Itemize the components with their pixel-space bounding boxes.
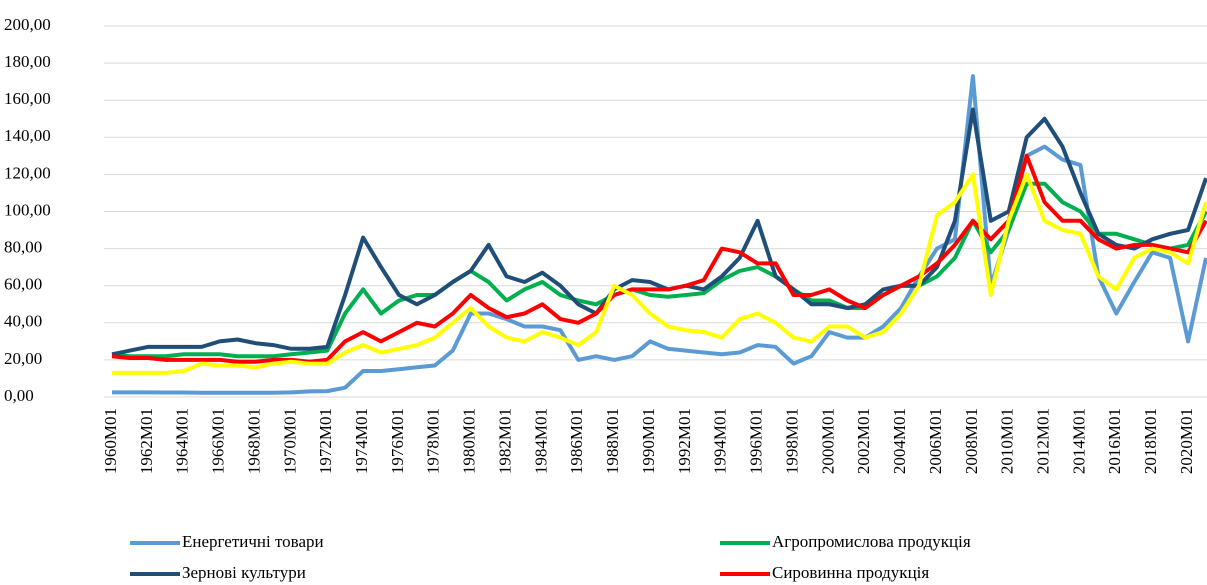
- x-tick-label: 1998M01: [782, 408, 801, 474]
- x-tick-label: 1978M01: [424, 408, 443, 474]
- legend-label: Сировинна продукція: [772, 563, 929, 582]
- legend-label: Зернові культури: [182, 563, 306, 582]
- x-tick-label: 1986M01: [567, 408, 586, 474]
- x-tick-label: 1982M01: [495, 408, 514, 474]
- y-tick-label: 0,00: [4, 386, 34, 405]
- x-tick-label: 1968M01: [244, 408, 263, 474]
- line-series: [111, 181, 1207, 359]
- y-tick-label: 160,00: [4, 89, 51, 108]
- y-tick-label: 180,00: [4, 52, 51, 71]
- x-tick-label: 1972M01: [316, 408, 335, 474]
- line-series: [111, 107, 1207, 357]
- x-tick-label: 1966M01: [209, 408, 228, 474]
- x-tick-label: 2018M01: [1141, 408, 1160, 474]
- x-tick-label: 1974M01: [352, 408, 371, 474]
- x-tick-label: 2004M01: [890, 408, 909, 474]
- line-series: [111, 153, 1207, 364]
- x-tick-label: 1984M01: [531, 408, 550, 474]
- x-tick-label: 2012M01: [1033, 408, 1052, 474]
- x-tick-label: 1988M01: [603, 408, 622, 474]
- legend-label: Енергетичні товари: [182, 532, 324, 551]
- x-tick-label: 2010M01: [998, 408, 1017, 474]
- x-tick-label: 1990M01: [639, 408, 658, 474]
- x-tick-label: 2008M01: [962, 408, 981, 474]
- x-tick-label: 2002M01: [854, 408, 873, 474]
- x-tick-label: 1962M01: [137, 408, 156, 474]
- x-tick-label: 1996M01: [747, 408, 766, 474]
- x-tick-label: 2006M01: [926, 408, 945, 474]
- y-tick-label: 60,00: [4, 275, 42, 294]
- y-tick-label: 120,00: [4, 163, 51, 182]
- x-tick-label: 1980M01: [460, 408, 479, 474]
- legend-label: Агропромислова продукція: [772, 532, 971, 551]
- y-tick-label: 100,00: [4, 200, 51, 219]
- x-tick-label: 2020M01: [1177, 408, 1196, 474]
- x-tick-label: 1964M01: [173, 408, 192, 474]
- x-tick-label: 1970M01: [280, 408, 299, 474]
- line-series: [112, 172, 1207, 375]
- y-tick-label: 140,00: [4, 126, 51, 145]
- x-tick-label: 2014M01: [1069, 408, 1088, 474]
- x-tick-label: 1992M01: [675, 408, 694, 474]
- x-tick-label: 2016M01: [1105, 408, 1124, 474]
- y-tick-label: 80,00: [4, 238, 42, 257]
- x-tick-label: 2000M01: [818, 408, 837, 474]
- x-tick-label: 1976M01: [388, 408, 407, 474]
- x-tick-label: 1994M01: [711, 408, 730, 474]
- x-tick-label: 1960M01: [101, 408, 120, 474]
- y-tick-label: 20,00: [4, 349, 42, 368]
- y-tick-label: 200,00: [4, 15, 51, 34]
- y-tick-label: 40,00: [4, 312, 42, 331]
